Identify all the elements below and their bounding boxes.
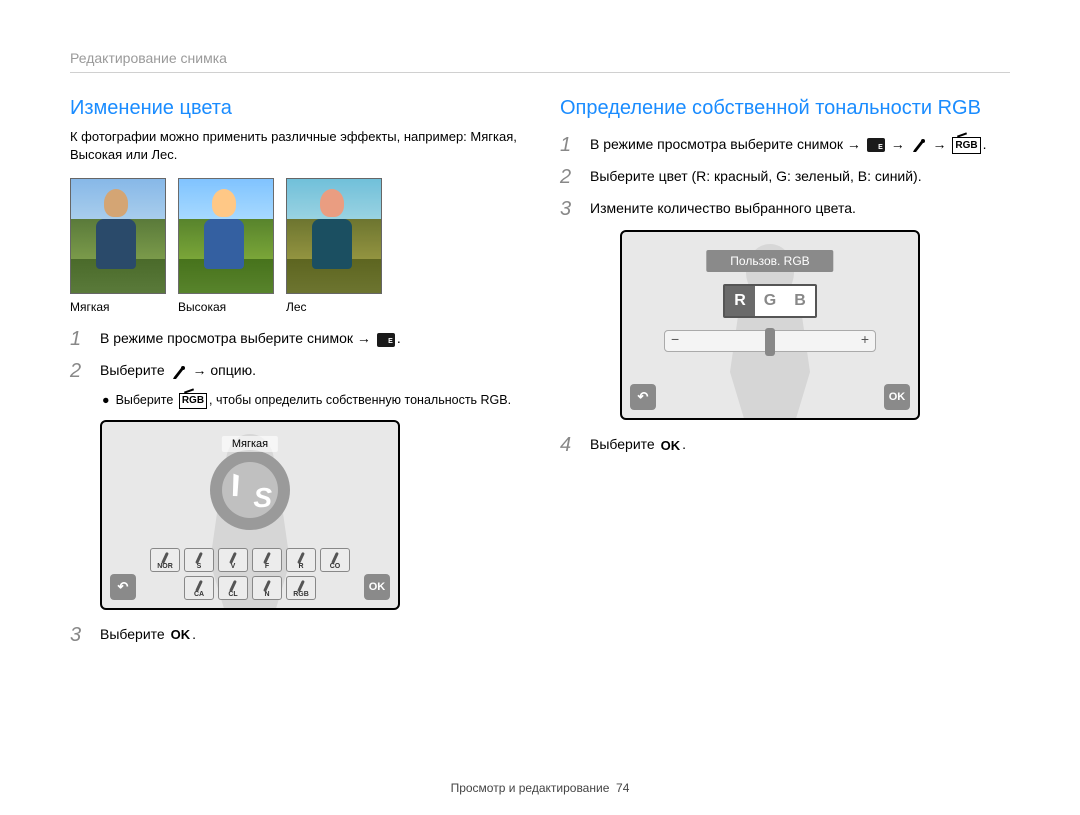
page: Редактирование снимка Изменение цвета К … [0, 0, 1080, 815]
step-number: 1 [560, 134, 578, 156]
left-steps-2: 3 Выберите OK. [70, 624, 520, 646]
effect-dial[interactable]: S [210, 450, 290, 530]
camera-screen-rgb: Пользов. RGB R G B ↶ OK [620, 230, 920, 420]
ok-icon: OK [171, 625, 191, 645]
bullet-list: ● Выберите RGB, чтобы определить собстве… [102, 392, 520, 410]
rgb-slider[interactable] [664, 330, 876, 352]
rgb-icon: RGB [179, 393, 207, 409]
rgb-icon: RGB [952, 137, 980, 154]
step-number: 3 [560, 198, 578, 220]
effect-button[interactable]: CL [218, 576, 248, 600]
step-body: Выберите OK. [100, 624, 520, 646]
step-text: В режиме просмотра выберите снимок → [100, 330, 371, 346]
effect-button[interactable]: S [184, 548, 214, 572]
rgb-tab-g[interactable]: G [755, 286, 785, 316]
effect-button[interactable]: NOR [150, 548, 180, 572]
effect-button[interactable]: RGB [286, 576, 316, 600]
sample-forest: Лес [286, 178, 382, 314]
step-number: 1 [70, 328, 88, 350]
section-title-right: Определение собственной тональности RGB [560, 97, 1010, 120]
effect-grid: NOR S V F R CO CA CL N RGB [146, 548, 354, 600]
rgb-panel-title: Пользов. RGB [706, 250, 833, 272]
step-body: Выберите OK. [590, 434, 1010, 456]
sample-image-forest [286, 178, 382, 294]
bullet-text-b: , чтобы определить собственную тональнос… [209, 393, 511, 407]
brush-icon [171, 364, 187, 380]
ok-button[interactable]: OK [364, 574, 390, 600]
step-text: Выберите [590, 436, 655, 452]
step-1: 1 В режиме просмотра выберите снимок → . [70, 328, 520, 350]
step-body: Измените количество выбранного цвета. [590, 198, 1010, 220]
step-4: 4 Выберите OK. [560, 434, 1010, 456]
rgb-slider-handle[interactable] [765, 328, 775, 356]
sample-label: Лес [286, 300, 382, 314]
step-3: 3 Измените количество выбранного цвета. [560, 198, 1010, 220]
left-steps: 1 В режиме просмотра выберите снимок → .… [70, 328, 520, 382]
effect-button[interactable]: V [218, 548, 248, 572]
brush-icon [911, 137, 927, 153]
step-number: 3 [70, 624, 88, 646]
back-button[interactable]: ↶ [110, 574, 136, 600]
footer-section: Просмотр и редактирование [451, 781, 610, 795]
breadcrumb: Редактирование снимка [70, 50, 1010, 73]
step-body: В режиме просмотра выберите снимок → → →… [590, 134, 1010, 156]
step-2: 2 Выберите цвет (R: красный, G: зеленый,… [560, 166, 1010, 188]
back-button[interactable]: ↶ [630, 384, 656, 410]
step-number: 2 [70, 360, 88, 382]
bullet-text-a: Выберите [116, 393, 174, 407]
effect-button[interactable]: F [252, 548, 282, 572]
effect-button[interactable]: R [286, 548, 316, 572]
sample-label: Высокая [178, 300, 274, 314]
left-column: Изменение цвета К фотографии можно приме… [70, 97, 520, 656]
effect-button[interactable]: N [252, 576, 282, 600]
effect-label: Мягкая [222, 436, 278, 452]
sample-row: Мягкая Высокая Лес [70, 178, 520, 314]
rgb-tab-r[interactable]: R [725, 286, 755, 316]
sample-high: Высокая [178, 178, 274, 314]
step-body: Выберите цвет (R: красный, G: зеленый, B… [590, 166, 1010, 188]
effect-row-1: NOR S V F R CO [146, 548, 354, 572]
section-desc-left: К фотографии можно применить различные э… [70, 128, 520, 164]
right-steps-2: 4 Выберите OK. [560, 434, 1010, 456]
sample-image-high [178, 178, 274, 294]
page-footer: Просмотр и редактирование 74 [0, 781, 1080, 795]
sample-image-soft [70, 178, 166, 294]
step-1: 1 В режиме просмотра выберите снимок → →… [560, 134, 1010, 156]
step-2: 2 Выберите → опцию. [70, 360, 520, 382]
right-column: Определение собственной тональности RGB … [560, 97, 1010, 656]
camera-screen-effect: S Мягкая NOR S V F R CO CA CL [100, 420, 400, 610]
sample-soft: Мягкая [70, 178, 166, 314]
step-text: Выберите [100, 626, 165, 642]
ok-button[interactable]: OK [884, 384, 910, 410]
section-title-left: Изменение цвета [70, 97, 520, 120]
step-number: 4 [560, 434, 578, 456]
effect-row-2: CA CL N RGB [146, 576, 354, 600]
bullet-item: ● Выберите RGB, чтобы определить собстве… [102, 392, 520, 410]
right-steps: 1 В режиме просмотра выберите снимок → →… [560, 134, 1010, 220]
edit-icon [377, 333, 395, 347]
step-body: Выберите → опцию. [100, 360, 520, 382]
ok-icon: OK [661, 436, 681, 456]
step-text: Выберите [100, 362, 165, 378]
edit-icon [867, 138, 885, 152]
sample-label: Мягкая [70, 300, 166, 314]
step-body: В режиме просмотра выберите снимок → . [100, 328, 520, 350]
step-text: → опцию. [192, 362, 256, 378]
dial-brush-icon [221, 467, 249, 500]
step-3: 3 Выберите OK. [70, 624, 520, 646]
effect-button[interactable]: CO [320, 548, 350, 572]
dial-glyph: S [253, 482, 272, 514]
rgb-tab-b[interactable]: B [785, 286, 815, 316]
bullet-dot: ● [102, 392, 110, 410]
content-columns: Изменение цвета К фотографии можно приме… [70, 97, 1010, 656]
dial-inner: S [222, 462, 278, 518]
step-number: 2 [560, 166, 578, 188]
step-text: В режиме просмотра выберите снимок → [590, 136, 861, 152]
rgb-tabs: R G B [723, 284, 817, 318]
effect-button[interactable]: CA [184, 576, 214, 600]
bullet-text: Выберите RGB, чтобы определить собственн… [116, 392, 512, 410]
footer-page: 74 [616, 781, 629, 795]
